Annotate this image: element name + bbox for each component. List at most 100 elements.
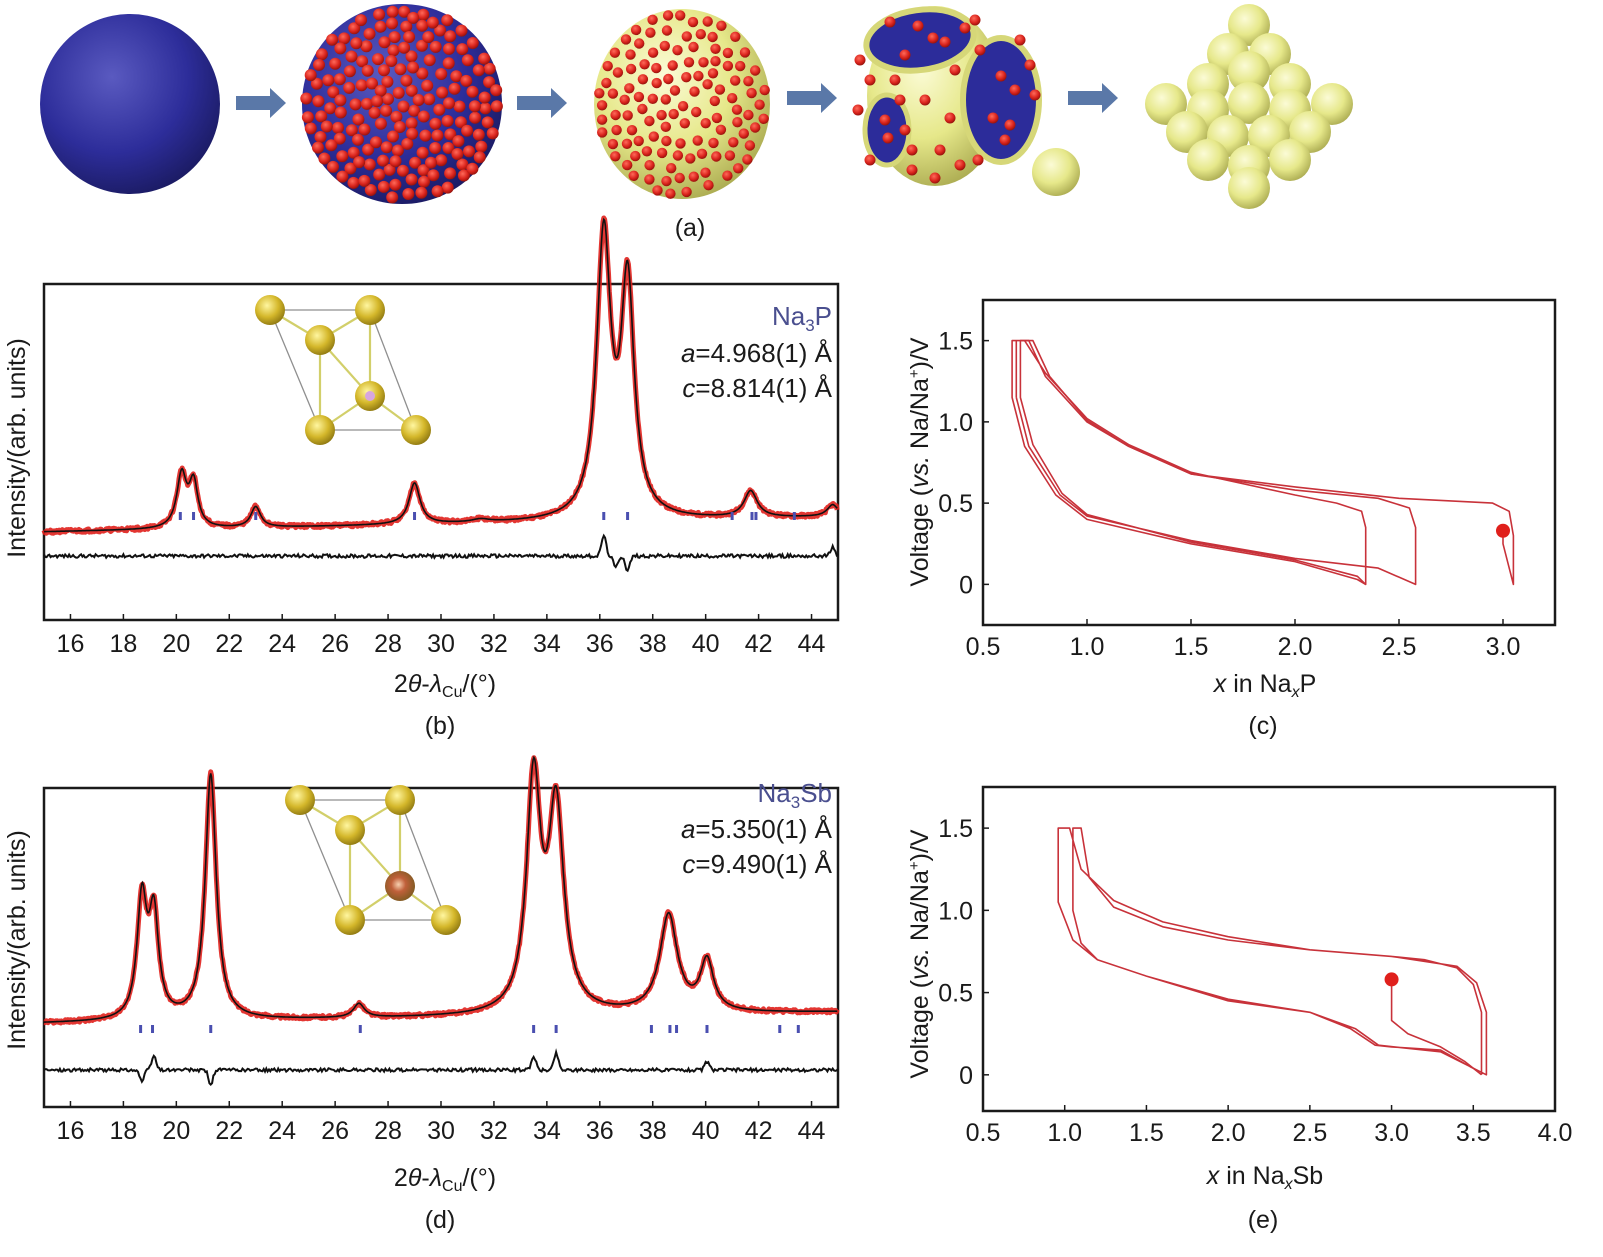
red-particle	[425, 156, 437, 169]
red-particle	[353, 156, 366, 169]
detached-yellow-sphere	[1032, 148, 1080, 196]
red-particle	[490, 84, 503, 97]
x-tick-label: 38	[639, 630, 667, 658]
red-particle	[361, 64, 374, 77]
bragg-reflection-marker	[626, 512, 630, 520]
red-particle	[441, 181, 454, 194]
red-particle	[722, 47, 734, 59]
red-particle	[959, 22, 971, 34]
bragg-reflection-marker	[413, 512, 417, 520]
red-particle	[347, 146, 360, 159]
red-particle	[661, 175, 672, 187]
red-particle	[386, 191, 399, 204]
x-tick-label: 2.5	[1292, 1119, 1327, 1147]
red-particle	[412, 94, 425, 106]
red-particle	[355, 79, 368, 92]
red-particle	[315, 48, 328, 61]
red-particle	[348, 22, 361, 35]
bragg-reflection-marker	[778, 1025, 782, 1033]
red-particle	[416, 67, 429, 80]
red-particle	[318, 152, 331, 165]
red-particle	[436, 86, 449, 99]
voltage-curve-cycle-1	[1057, 827, 1488, 1076]
red-particle	[406, 127, 419, 140]
red-particle	[381, 75, 394, 88]
red-particle	[1004, 119, 1016, 131]
x-axis-title: x in NaxP	[1213, 670, 1317, 701]
red-particle	[461, 124, 474, 137]
red-particle	[322, 74, 335, 87]
red-particle	[383, 163, 396, 176]
bragg-reflection-marker	[178, 512, 182, 520]
red-particle	[479, 102, 492, 115]
red-particle	[326, 33, 339, 46]
red-particle	[660, 121, 671, 132]
start-point-marker	[1496, 523, 1510, 538]
red-particle	[386, 5, 399, 18]
red-particle	[421, 79, 434, 92]
red-particle	[400, 20, 413, 33]
sphere-covered-with-red-particles	[300, 4, 503, 204]
x-tick-label: 42	[745, 630, 773, 658]
red-particle	[651, 77, 662, 89]
panel-label-d: (d)	[425, 1206, 456, 1234]
red-particle	[334, 94, 347, 107]
y-tick-label: 1.0	[938, 409, 973, 437]
x-tick-label: 26	[321, 630, 349, 658]
red-particle	[427, 169, 440, 182]
red-particle	[435, 68, 448, 80]
red-particle	[455, 24, 468, 37]
red-particle	[448, 82, 461, 95]
red-particle	[688, 171, 699, 182]
red-particle	[939, 36, 951, 48]
x-tick-label: 3.5	[1456, 1119, 1491, 1147]
x-tick-label: 22	[215, 630, 243, 658]
red-particle	[628, 170, 639, 181]
x-tick-label: 44	[798, 1117, 826, 1145]
red-particle	[378, 64, 390, 77]
red-particle	[483, 76, 496, 89]
x-tick-label: 3.0	[1374, 1119, 1409, 1147]
voltage-curve-cycle-2	[1015, 339, 1417, 586]
x-tick-label: 1.0	[1047, 1119, 1082, 1147]
red-particle	[386, 17, 398, 30]
y-tick-label: 1.5	[938, 328, 973, 356]
red-particle	[864, 154, 876, 166]
red-particle	[468, 100, 481, 113]
y-tick-label: 0	[959, 571, 973, 599]
red-particle	[389, 155, 402, 168]
y-axis-title: Voltage (vs. Na/Na+)/V	[906, 829, 934, 1078]
red-particle	[672, 150, 684, 161]
arrow-icon	[1068, 83, 1118, 113]
red-particle	[374, 20, 387, 33]
lattice-a: a=5.350(1) Å	[681, 814, 833, 844]
broken-shell	[852, 6, 1080, 196]
red-particle	[661, 135, 672, 147]
red-particle	[758, 113, 769, 125]
red-particle	[746, 87, 757, 99]
red-particle	[974, 44, 986, 56]
red-particle	[435, 154, 448, 167]
red-particle	[634, 38, 645, 49]
red-particle	[695, 29, 706, 40]
x-tick-label: 16	[57, 630, 85, 658]
red-particle	[452, 135, 465, 148]
red-particle	[641, 146, 653, 157]
red-particle	[372, 53, 384, 66]
red-particle	[620, 34, 632, 45]
red-particle	[466, 85, 479, 98]
red-particle	[889, 74, 901, 86]
red-particle	[391, 144, 404, 157]
red-particle	[394, 63, 407, 76]
bragg-reflection-marker	[750, 512, 754, 520]
red-particle	[934, 144, 946, 156]
x-tick-label: 26	[321, 1117, 349, 1145]
red-particle	[313, 58, 325, 71]
bragg-reflection-marker	[705, 1025, 709, 1033]
red-particle	[362, 143, 375, 156]
red-particle	[329, 57, 342, 70]
red-particle	[486, 127, 499, 140]
red-particle	[624, 83, 635, 94]
red-particle	[457, 169, 470, 182]
y-axis-title: Intensity/(arb. units)	[3, 338, 31, 558]
